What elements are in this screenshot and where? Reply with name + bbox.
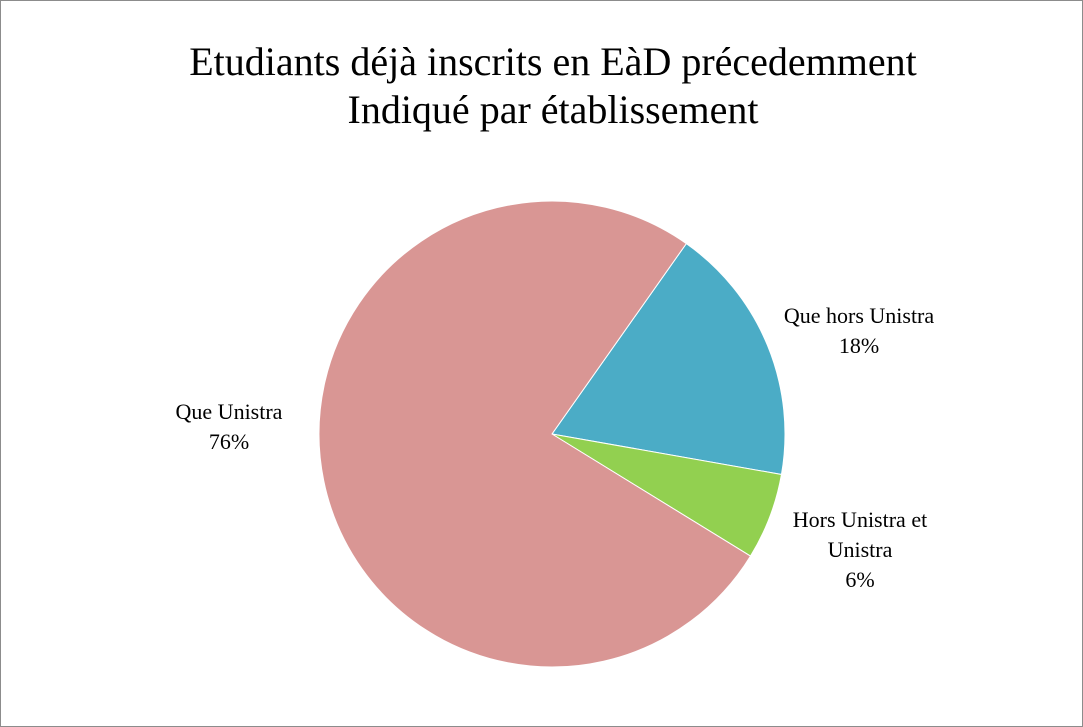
category-label: Hors Unistra et Unistra bbox=[792, 507, 928, 562]
pie-slice bbox=[551, 242, 786, 476]
value-label: 18% bbox=[838, 333, 880, 358]
value-label: 76% bbox=[208, 429, 250, 454]
category-label: Que Unistra bbox=[175, 399, 283, 424]
value-label: 6% bbox=[845, 567, 875, 592]
data-label: Hors Unistra et Unistra 6% bbox=[760, 505, 960, 595]
chart-title: Etudiants déjà inscrits en EàD précedemm… bbox=[189, 39, 917, 84]
data-label: Que Unistra 76% bbox=[129, 397, 329, 457]
chart-subtitle: Indiqué par établissement bbox=[348, 87, 759, 132]
category-label: Que hors Unistra bbox=[783, 303, 935, 328]
data-label: Que hors Unistra 18% bbox=[749, 301, 969, 361]
pie-slice bbox=[318, 200, 752, 668]
